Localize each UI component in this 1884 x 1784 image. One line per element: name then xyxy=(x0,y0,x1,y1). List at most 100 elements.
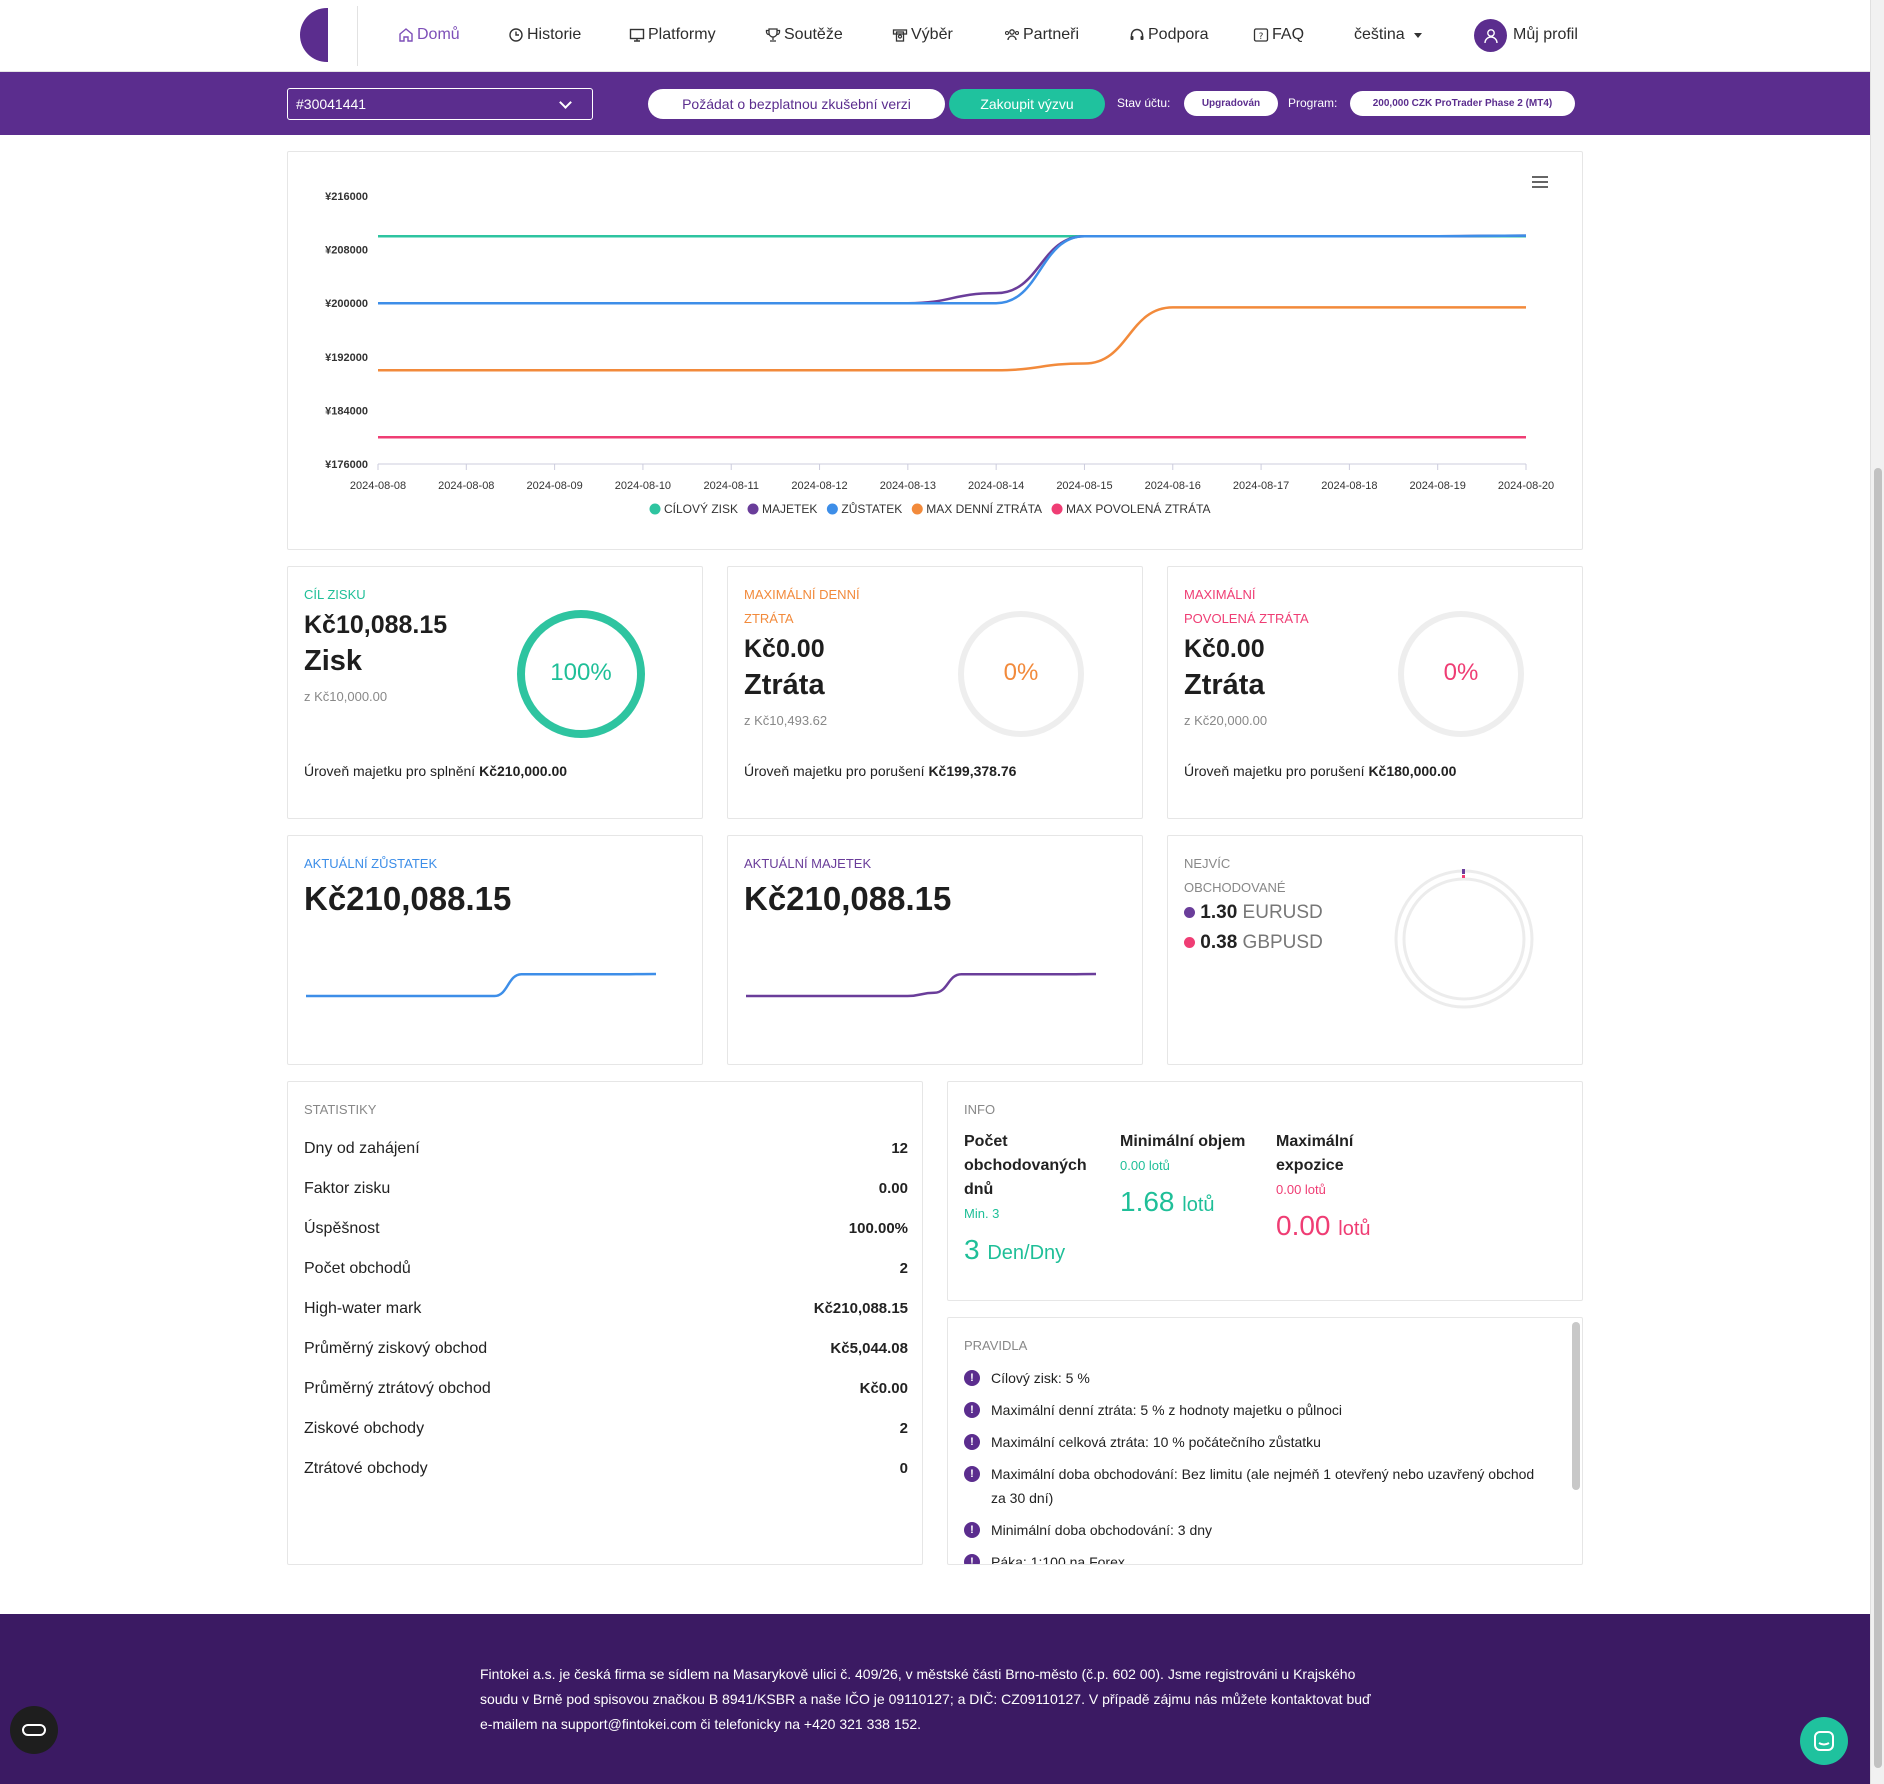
buy-challenge-button[interactable]: Zakoupit výzvu xyxy=(949,89,1105,119)
section-title: PRAVIDLA xyxy=(964,1338,1028,1353)
top-navbar: Domů Historie Platformy Soutěže Výběr Pa… xyxy=(0,0,1870,72)
account-bar: #30041441 Požádat o bezplatnou zkušební … xyxy=(0,72,1870,135)
profile-link[interactable]: Můj profil xyxy=(1513,24,1578,46)
account-select[interactable]: #30041441 xyxy=(287,88,593,120)
legend-label: MAX DENNÍ ZTRÁTA xyxy=(926,501,1042,516)
rule-text: Maximální denní ztráta: 5 % z hodnoty ma… xyxy=(991,1402,1342,1418)
x-tick-label: 2024-08-20 xyxy=(1498,480,1554,492)
monitor-icon xyxy=(629,28,645,42)
nav-item-home[interactable]: Domů xyxy=(398,24,460,46)
stat-row: Průměrný ztrátový obchod Kč0.00 xyxy=(304,1380,908,1404)
days-label-1: Počet xyxy=(964,1133,1008,1150)
rules-scrollbar[interactable] xyxy=(1572,1322,1580,1490)
stat-label: Faktor zisku xyxy=(304,1180,391,1197)
legend-label: MAJETEK xyxy=(762,502,817,516)
legend-dot xyxy=(1051,503,1063,515)
language-dropdown[interactable]: čeština xyxy=(1354,24,1422,46)
profit-from: z Kč10,000.00 xyxy=(304,689,388,704)
stat-row: Ziskové obchody 2 xyxy=(304,1420,908,1444)
exposure-label-1: Maximální xyxy=(1276,1133,1354,1150)
program-badge: 200,000 CZK ProTrader Phase 2 (MT4) xyxy=(1350,91,1575,116)
nav-item-withdrawal[interactable]: Výběr xyxy=(892,24,953,46)
nav-item-contests[interactable]: Soutěže xyxy=(765,24,843,46)
card-label-line2: OBCHODOVANÉ xyxy=(1184,880,1286,895)
balance-amount: Kč210,088.15 xyxy=(304,880,512,917)
nav-item-platforms[interactable]: Platformy xyxy=(629,24,716,46)
brand-logo[interactable] xyxy=(300,8,328,62)
nav-item-faq[interactable]: ? FAQ xyxy=(1253,24,1304,46)
avatar[interactable] xyxy=(1474,19,1507,52)
nav-item-support[interactable]: Podpora xyxy=(1129,24,1209,46)
section-title: INFO xyxy=(964,1102,996,1117)
x-tick-label: 2024-08-18 xyxy=(1321,480,1377,492)
x-tick-label: 2024-08-13 xyxy=(880,480,936,492)
legend-dot xyxy=(911,503,923,515)
card-label: AKTUÁLNÍ MAJETEK xyxy=(744,856,872,871)
days-unit: Den/Dny xyxy=(987,1242,1066,1264)
profit-target-card: CÍL ZISKU Kč10,088.15 Zisk z Kč10,000.00… xyxy=(287,566,703,819)
exclamation-icon: ! xyxy=(964,1434,980,1450)
level-value: Kč199,378.76 xyxy=(928,763,1017,779)
legend-label: CÍLOVÝ ZISK xyxy=(664,501,738,516)
stat-label: Průměrný ztrátový obchod xyxy=(304,1380,491,1397)
nav-item-history[interactable]: Historie xyxy=(508,24,581,46)
exposure-value: 0.00 xyxy=(1276,1210,1331,1241)
level-text: Úroveň majetku pro porušení xyxy=(1184,763,1369,779)
stat-label: Ziskové obchody xyxy=(304,1420,425,1437)
nav-item-partners[interactable]: Partneři xyxy=(1004,24,1079,46)
days-value: 3 xyxy=(964,1234,980,1265)
rules-card[interactable]: PRAVIDLA ! Cílový zisk: 5 %! Maximální den… xyxy=(947,1317,1583,1565)
rule-item: ! Maximální celková ztráta: 10 % počátečn… xyxy=(964,1430,1544,1454)
page-scrollbar[interactable] xyxy=(1870,0,1884,1784)
gauge-fill xyxy=(517,610,645,738)
profit-amount: Kč10,088.15 xyxy=(304,611,448,639)
card-label-line1: NEJVÍC xyxy=(1184,856,1231,871)
free-trial-button[interactable]: Požádat o bezplatnou zkušební verzi xyxy=(648,89,945,119)
traded-item: 1.30 EURUSD xyxy=(1184,902,1323,924)
gauge-track xyxy=(958,611,1084,737)
stat-row: Dny od zahájení 12 xyxy=(304,1140,908,1164)
chat-button[interactable] xyxy=(1800,1717,1848,1765)
svg-text:?: ? xyxy=(1259,32,1264,42)
stat-label: Úspěšnost xyxy=(304,1220,380,1237)
gauge-track xyxy=(1398,611,1524,737)
nav-label: Historie xyxy=(527,26,582,43)
series-line xyxy=(377,234,1527,305)
faq-icon: ? xyxy=(1253,28,1269,42)
current-balance-card: AKTUÁLNÍ ZŮSTATEK Kč210,088.15 xyxy=(287,835,703,1065)
profit-word: Zisk xyxy=(304,645,363,677)
chevron-down-icon xyxy=(559,96,572,109)
rule-text: Maximální celková ztráta: 10 % počáteční… xyxy=(991,1434,1321,1450)
status-badge: Upgradován xyxy=(1184,91,1278,116)
stat-row: Počet obchodů 2 xyxy=(304,1260,908,1284)
max-loss-percent: 0% xyxy=(1443,659,1479,686)
nav-label: Platformy xyxy=(648,26,716,43)
card-label-line1: MAXIMÁLNÍ xyxy=(1184,587,1256,602)
daily-loss-percent: 0% xyxy=(1003,659,1039,686)
stat-value: 100.00% xyxy=(848,1220,908,1237)
volume-label: Minimální objem xyxy=(1120,1133,1246,1150)
stat-value: Kč0.00 xyxy=(859,1380,908,1397)
rule-item: ! Maximální denní ztráta: 5 % z hodnoty m… xyxy=(964,1398,1544,1422)
cookie-settings-button[interactable] xyxy=(10,1706,58,1754)
exclamation-icon: ! xyxy=(964,1466,980,1482)
y-tick-label: ¥184000 xyxy=(325,405,368,417)
exclamation-icon: ! xyxy=(964,1554,980,1564)
rule-item: ! Maximální doba obchodování: Bez limitu … xyxy=(964,1462,1544,1510)
status-label: Stav účtu: xyxy=(1117,96,1171,110)
menu-icon[interactable] xyxy=(1532,176,1548,191)
rule-item: ! Cílový zisk: 5 % xyxy=(964,1366,1544,1390)
stat-value: Kč5,044.08 xyxy=(830,1340,908,1357)
program-label: Program: xyxy=(1288,96,1338,110)
exposure-unit: lotů xyxy=(1338,1218,1371,1240)
sparkline xyxy=(306,972,657,998)
series-line xyxy=(378,306,1526,372)
stat-label: High-water mark xyxy=(304,1300,422,1317)
scrollbar-thumb[interactable] xyxy=(1874,468,1882,1768)
stat-value: 12 xyxy=(891,1140,908,1157)
rule-item: ! Páka: 1:100 na Forex xyxy=(964,1550,1544,1564)
x-tick-label: 2024-08-08 xyxy=(350,480,406,492)
exclamation-icon: ! xyxy=(964,1522,980,1538)
section-title: STATISTIKY xyxy=(304,1102,377,1117)
rule-text: Maximální doba obchodování: Bez limitu (… xyxy=(991,1466,1535,1506)
